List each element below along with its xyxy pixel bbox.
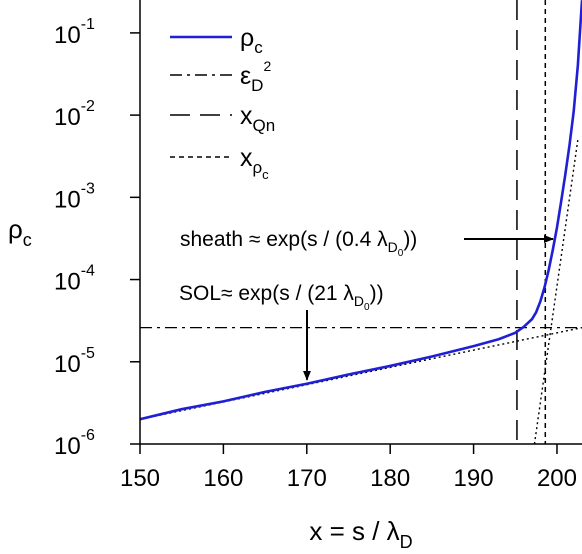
x-tick-label: 190 (454, 465, 494, 492)
x-tick-label: 180 (370, 465, 410, 492)
legend-label: εD2 (240, 58, 271, 95)
rho-c-curve (140, 0, 582, 421)
legend-label: xQn (240, 102, 275, 135)
sheath-annotation: sheath ≈ exp(s / (0.4 λD0)) (180, 228, 417, 259)
sol-annotation: SOL≈ exp(s / (21 λD0)) (179, 282, 384, 313)
y-axis-label: ρc (8, 214, 32, 250)
y-tick-label: 10-4 (54, 263, 95, 296)
plot-layer: 150 160 170 180 190 200 10-6 10-5 10-4 10-3 10-2 10… (8, 0, 582, 552)
x-tick-label: 150 (120, 465, 160, 492)
y-tick-label: 10-5 (54, 345, 95, 378)
y-tick-label: 10-6 (54, 427, 95, 460)
x-tick-label: 160 (203, 465, 243, 492)
sheath-fit-line (533, 139, 579, 444)
legend-label: xρc (240, 144, 269, 182)
data-area (140, 0, 582, 444)
y-tick-label: 10-3 (54, 180, 95, 213)
x-tick-label: 200 (537, 465, 577, 492)
x-axis-label: x = s / λD (309, 516, 412, 552)
y-tick-label: 10-1 (54, 16, 95, 49)
x-tick-label: 170 (287, 465, 327, 492)
y-tick-label: 10-2 (54, 98, 95, 131)
legend-label: ρc (240, 24, 263, 57)
